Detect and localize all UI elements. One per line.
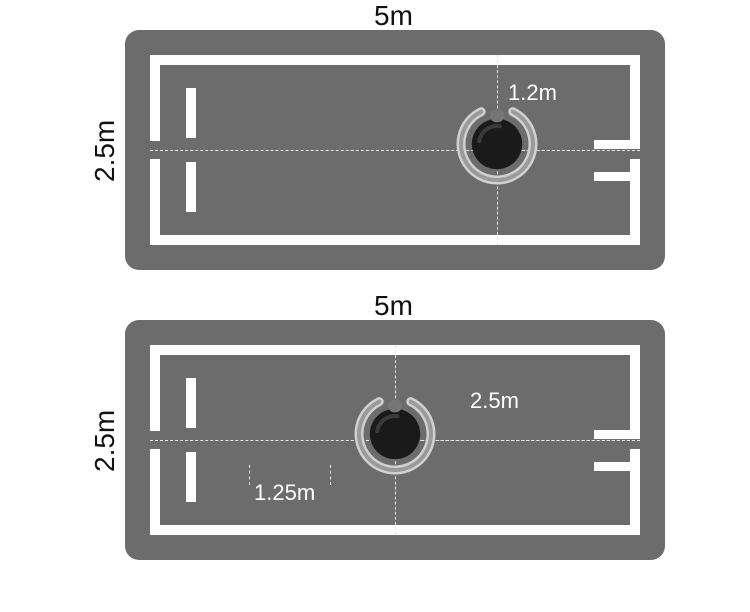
height-label-top: 2.5m — [89, 122, 121, 182]
parking-lock-icon — [455, 102, 539, 186]
measure-label-top: 1.2m — [508, 80, 557, 106]
width-label-top: 5m — [374, 0, 413, 32]
guide-v-bottom — [249, 465, 250, 485]
measure-label-bottom: 2.5m — [470, 388, 519, 414]
right-tick-top — [594, 140, 640, 149]
parking-lock-icon — [353, 392, 437, 476]
band-left-lower-bottom — [150, 449, 160, 535]
left-tick-bottom — [186, 378, 196, 428]
left-tick-bottom — [186, 452, 196, 502]
band-right-upper-top — [630, 55, 640, 141]
band-right-upper-bottom — [630, 345, 640, 431]
band-top-top — [150, 55, 640, 65]
band-bottom-top — [150, 235, 640, 245]
width-label-bottom: 5m — [374, 290, 413, 322]
guide-v-bottom — [330, 465, 331, 485]
band-left-upper-bottom — [150, 345, 160, 431]
height-label-bottom: 2.5m — [89, 412, 121, 472]
measure-label-bottom: 1.25m — [254, 480, 315, 506]
band-left-upper-top — [150, 55, 160, 141]
band-left-lower-top — [150, 159, 160, 245]
right-tick-bottom — [594, 462, 640, 471]
left-tick-top — [186, 88, 196, 138]
right-tick-top — [594, 172, 640, 181]
left-tick-top — [186, 162, 196, 212]
right-tick-bottom — [594, 430, 640, 439]
